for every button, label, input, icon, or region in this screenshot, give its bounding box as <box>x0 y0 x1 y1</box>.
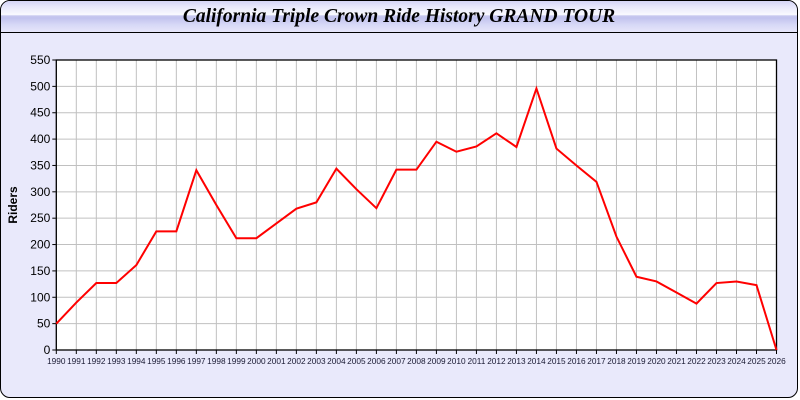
svg-text:2015: 2015 <box>547 356 566 366</box>
svg-text:1995: 1995 <box>147 356 166 366</box>
svg-text:2012: 2012 <box>487 356 506 366</box>
svg-text:2007: 2007 <box>387 356 406 366</box>
svg-text:350: 350 <box>30 158 50 172</box>
svg-text:1991: 1991 <box>67 356 86 366</box>
svg-text:150: 150 <box>30 264 50 278</box>
svg-text:2001: 2001 <box>267 356 286 366</box>
svg-text:2019: 2019 <box>627 356 646 366</box>
svg-text:300: 300 <box>30 185 50 199</box>
svg-text:1990: 1990 <box>47 356 66 366</box>
svg-text:2013: 2013 <box>507 356 526 366</box>
svg-text:200: 200 <box>30 238 50 252</box>
svg-text:50: 50 <box>37 317 51 331</box>
svg-text:2008: 2008 <box>407 356 426 366</box>
svg-text:2016: 2016 <box>567 356 586 366</box>
svg-text:2000: 2000 <box>247 356 266 366</box>
svg-text:2020: 2020 <box>647 356 666 366</box>
svg-text:1993: 1993 <box>107 356 126 366</box>
svg-text:Riders: Riders <box>6 186 20 224</box>
svg-text:1998: 1998 <box>207 356 226 366</box>
svg-text:1997: 1997 <box>187 356 206 366</box>
svg-text:2023: 2023 <box>707 356 726 366</box>
svg-text:2025: 2025 <box>747 356 766 366</box>
svg-text:2022: 2022 <box>687 356 706 366</box>
svg-text:100: 100 <box>30 290 50 304</box>
svg-text:2009: 2009 <box>427 356 446 366</box>
svg-text:1994: 1994 <box>127 356 146 366</box>
svg-text:450: 450 <box>30 106 50 120</box>
svg-text:2003: 2003 <box>307 356 326 366</box>
svg-text:550: 550 <box>30 53 50 67</box>
svg-text:2021: 2021 <box>667 356 686 366</box>
svg-text:2006: 2006 <box>367 356 386 366</box>
svg-text:0: 0 <box>44 343 51 357</box>
svg-text:2014: 2014 <box>527 356 546 366</box>
svg-text:250: 250 <box>30 211 50 225</box>
svg-text:2002: 2002 <box>287 356 306 366</box>
svg-text:1992: 1992 <box>87 356 106 366</box>
svg-text:400: 400 <box>30 132 50 146</box>
svg-text:2010: 2010 <box>447 356 466 366</box>
svg-text:500: 500 <box>30 79 50 93</box>
svg-text:2005: 2005 <box>347 356 366 366</box>
svg-text:2011: 2011 <box>467 356 485 366</box>
svg-text:2017: 2017 <box>587 356 606 366</box>
svg-text:1999: 1999 <box>227 356 246 366</box>
svg-text:2004: 2004 <box>327 356 346 366</box>
svg-text:2026: 2026 <box>767 356 786 366</box>
svg-text:1996: 1996 <box>167 356 186 366</box>
svg-text:2018: 2018 <box>607 356 626 366</box>
svg-text:2024: 2024 <box>727 356 746 366</box>
